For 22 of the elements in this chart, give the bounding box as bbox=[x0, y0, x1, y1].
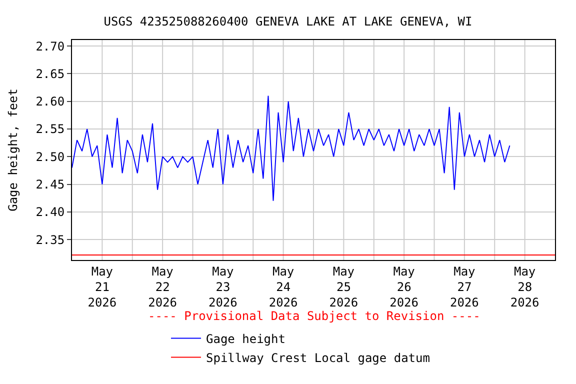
chart-title: USGS 423525088260400 GENEVA LAKE AT LAKE GENEVA, WI bbox=[104, 14, 472, 29]
line-series bbox=[72, 95, 510, 202]
x-tick-label: May 23 2026 bbox=[208, 264, 238, 310]
y-tick-label: 2.45 bbox=[36, 177, 65, 192]
y-tick-label: 2.40 bbox=[36, 205, 65, 220]
x-tick-label: May 22 2026 bbox=[148, 264, 178, 310]
x-tick-label: May 28 2026 bbox=[510, 264, 540, 310]
y-tick-label: 2.35 bbox=[36, 232, 65, 247]
x-tick-label: May 24 2026 bbox=[268, 264, 298, 310]
y-tick-label: 2.60 bbox=[36, 94, 65, 109]
x-tick-label: May 25 2026 bbox=[329, 264, 358, 310]
legend-label: Gage height bbox=[206, 332, 286, 346]
y-tick-label: 2.65 bbox=[36, 66, 65, 81]
y-tick-label: 2.70 bbox=[36, 39, 65, 54]
y-tick-label: 2.50 bbox=[36, 150, 65, 164]
legend-label: Spillway Crest Local gage datum bbox=[206, 350, 430, 365]
y-tick-label: 2.55 bbox=[36, 122, 65, 136]
text: ---- Provisional Data Subject to Revision ---- bbox=[148, 309, 480, 323]
x-tick-label: May 26 2026 bbox=[390, 264, 419, 310]
x-tick-label: May 21 2026 bbox=[88, 264, 117, 310]
y-axis-title: Gage height, feet bbox=[6, 88, 20, 212]
x-tick-label: May 27 2026 bbox=[450, 264, 479, 310]
